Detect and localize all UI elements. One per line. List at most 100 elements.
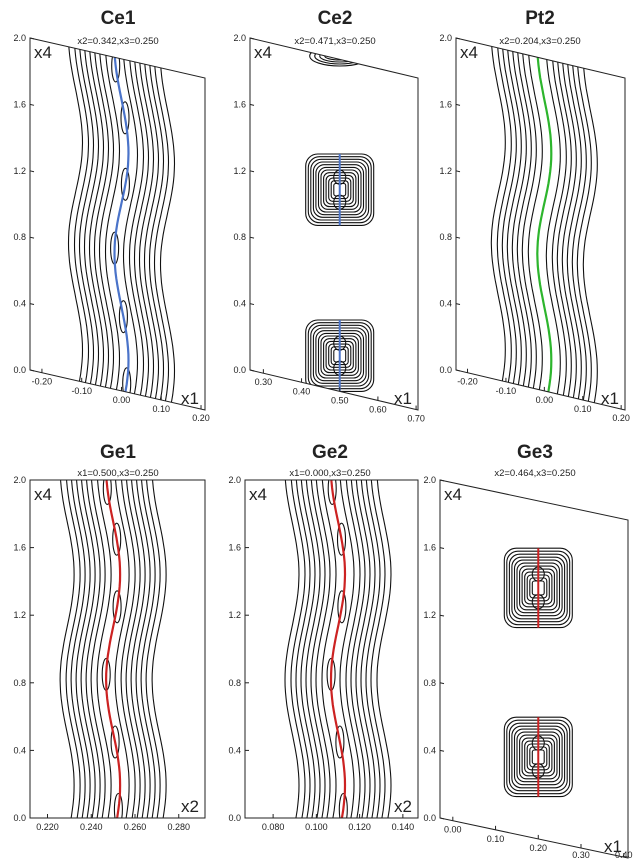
contour-line — [496, 38, 512, 399]
contour-line — [80, 480, 96, 818]
y-tick-label: 0.4 — [13, 745, 26, 755]
contour-line — [70, 480, 86, 818]
x-tick-label: -0.10 — [71, 386, 92, 396]
x-tick-label: 0.30 — [255, 377, 273, 387]
contour-lens — [120, 167, 130, 201]
contour-lens — [337, 590, 347, 624]
vertical-axis-name: x4 — [460, 43, 478, 62]
y-tick-label: 0.4 — [233, 299, 246, 309]
contour-lens — [112, 522, 122, 556]
center-trace — [104, 480, 122, 818]
plot-frame — [29, 37, 206, 411]
y-tick-label: 0.8 — [439, 232, 452, 242]
contour-line — [339, 480, 355, 818]
x-tick-label: 0.20 — [612, 413, 630, 423]
contour-line — [290, 480, 306, 818]
contour-line — [300, 480, 316, 818]
y-tick-label: 1.6 — [439, 99, 452, 109]
y-tick-label: 2.0 — [423, 475, 436, 485]
x-tick-label: 0.20 — [192, 413, 210, 423]
contour-island — [503, 547, 573, 629]
panel-subtitle: x2=0.204,x3=0.250 — [499, 36, 580, 47]
panel-title: Ge3 — [517, 442, 553, 463]
center-trace — [536, 40, 553, 408]
y-tick-mark — [439, 614, 445, 617]
contour-lens — [336, 522, 347, 556]
x-tick-label: 0.40 — [615, 850, 633, 860]
panel-title: Pt2 — [525, 8, 555, 29]
y-tick-label: 0.0 — [228, 813, 241, 823]
y-tick-label: 1.6 — [233, 99, 246, 109]
x-tick-label: 0.120 — [348, 822, 371, 832]
y-tick-mark — [455, 103, 461, 106]
panel-subtitle: x1=0.000,x3=0.250 — [289, 468, 370, 479]
horizontal-axis-name: x1 — [181, 389, 199, 408]
panel-subtitle: x2=0.464,x3=0.250 — [494, 468, 575, 479]
vertical-axis-name: x4 — [249, 485, 267, 504]
contour-group — [59, 480, 167, 818]
y-tick-label: 0.4 — [423, 745, 436, 755]
y-tick-mark — [249, 236, 255, 239]
contour-line — [59, 480, 75, 818]
y-tick-mark — [249, 303, 255, 306]
contour-line — [527, 38, 543, 406]
contour-line — [370, 480, 386, 818]
panel-title: Ge1 — [100, 442, 136, 463]
horizontal-axis-name: x1 — [394, 389, 412, 408]
y-tick-label: 2.0 — [439, 33, 452, 43]
y-tick-label: 1.2 — [13, 610, 26, 620]
y-tick-label: 1.2 — [233, 166, 246, 176]
x-tick-label: 0.00 — [444, 825, 462, 835]
contour-line — [315, 480, 331, 818]
horizontal-axis-name: x1 — [604, 837, 622, 856]
x-tick-label: 0.10 — [574, 404, 592, 414]
y-tick-label: 0.0 — [233, 365, 246, 375]
contour-line — [321, 480, 337, 818]
contour-line — [309, 45, 371, 67]
x-tick-label: 0.100 — [305, 822, 328, 832]
contour-group — [67, 38, 176, 410]
plot-frame — [244, 479, 419, 819]
y-tick-label: 0.0 — [13, 813, 26, 823]
contour-line — [376, 480, 392, 818]
contour-line — [83, 38, 100, 401]
contour-lens — [102, 480, 112, 505]
vertical-axis-name: x4 — [34, 485, 52, 504]
x-tick-label: 0.10 — [152, 404, 170, 414]
contour-group — [490, 38, 598, 410]
y-tick-label: 0.8 — [228, 678, 241, 688]
y-tick-mark — [455, 37, 461, 40]
plot-frame — [439, 479, 629, 859]
y-tick-label: 1.2 — [423, 610, 436, 620]
contour-line — [324, 51, 356, 61]
plot-frame — [455, 37, 626, 411]
contour-line — [135, 480, 151, 818]
contour-lens — [338, 792, 348, 818]
contour-island — [305, 153, 375, 226]
contour-line — [355, 480, 371, 818]
y-tick-mark — [249, 37, 255, 40]
contour-line — [130, 480, 146, 818]
contour-line — [120, 480, 136, 818]
panel-title: Ce1 — [101, 8, 136, 29]
y-tick-label: 0.4 — [13, 299, 26, 309]
contour-line — [138, 46, 155, 410]
contour-lens — [118, 300, 128, 334]
x-tick-label: 0.00 — [536, 395, 554, 405]
contour-line — [350, 480, 366, 818]
contour-line — [96, 480, 112, 818]
contour-line — [582, 51, 598, 410]
y-tick-mark — [29, 103, 35, 106]
panel-ge1: Ge1 x1=0.500,x3=0.250 0.0 0.4 0.8 1.2 1.6 2.0 0.… — [13, 442, 206, 832]
y-tick-mark — [29, 170, 35, 173]
panel-subtitle: x1=0.500,x3=0.250 — [77, 468, 158, 479]
y-tick-label: 0.4 — [439, 299, 452, 309]
y-tick-mark — [249, 103, 255, 106]
contour-line — [133, 45, 150, 410]
y-tick-mark — [29, 236, 35, 239]
center-trace — [329, 480, 347, 818]
plot-frame — [29, 479, 206, 819]
panel-ge3: Ge3 x2=0.464,x3=0.250 0.0 0.4 0.8 1.2 1.6 2.0 0.… — [423, 442, 632, 860]
y-tick-mark — [455, 303, 461, 306]
